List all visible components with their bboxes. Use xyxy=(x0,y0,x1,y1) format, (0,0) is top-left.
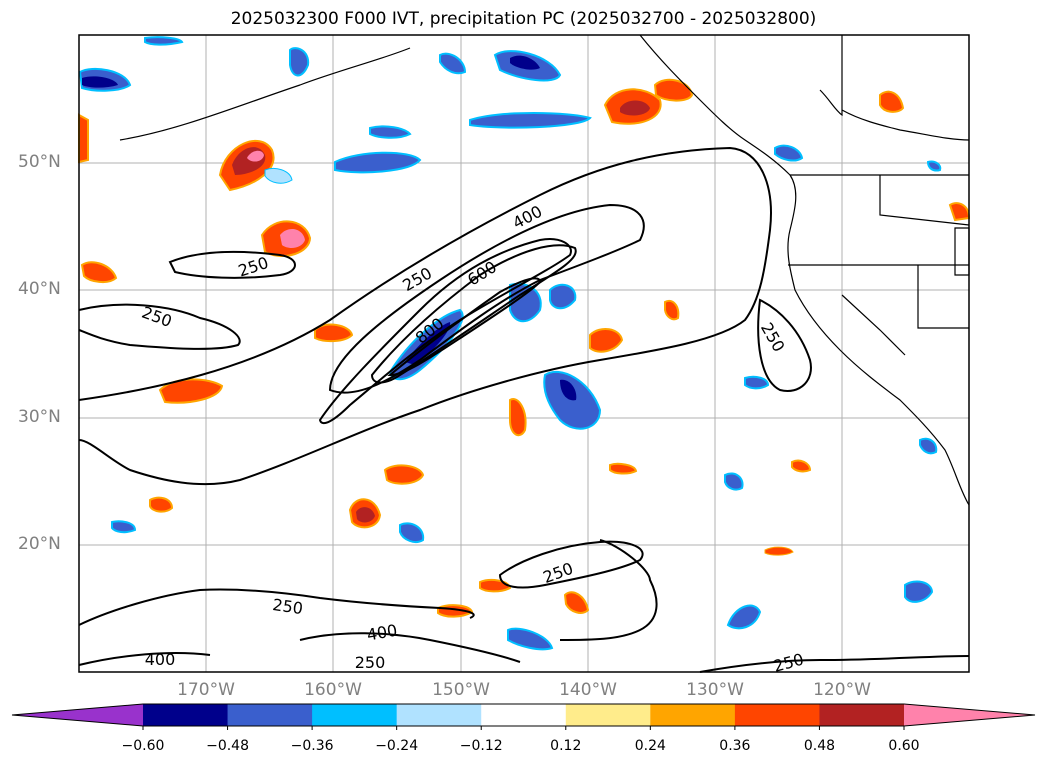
colorbar-tick-label: 0.12 xyxy=(550,738,582,754)
colorbar-tick-label: −0.36 xyxy=(290,738,334,754)
lon-label: 130°W xyxy=(686,680,744,700)
lat-label: 50°N xyxy=(18,152,61,172)
coastlines xyxy=(119,34,970,506)
contour-label: 250 xyxy=(271,595,304,618)
lon-label: 170°W xyxy=(177,680,235,700)
lat-label: 30°N xyxy=(18,407,61,427)
colorbar-tick-label: −0.12 xyxy=(459,738,503,754)
colorbar-outline xyxy=(11,703,1036,727)
map-title: 2025032300 F000 IVT, precipitation PC (2… xyxy=(230,9,817,29)
lat-label: 40°N xyxy=(18,279,61,299)
colorbar-tick-label: 0.24 xyxy=(634,738,666,754)
colorbar-segment xyxy=(396,704,482,726)
colorbar-segment xyxy=(312,704,398,726)
colorbar-segment xyxy=(227,704,313,726)
colorbar-segment xyxy=(650,704,736,726)
colorbar-tick-label: 0.48 xyxy=(803,738,836,754)
contour-label: 250 xyxy=(355,653,386,672)
colorbar-extend-low xyxy=(12,704,143,726)
colorbar-tick-label: 0.36 xyxy=(719,738,751,754)
colorbar-extend-high xyxy=(904,704,1035,726)
lat-label: 20°N xyxy=(18,534,61,554)
map-frame xyxy=(78,34,970,673)
lon-label: 160°W xyxy=(304,680,362,700)
colorbar-segment xyxy=(819,704,905,726)
map-background xyxy=(79,35,969,672)
lon-label: 120°W xyxy=(813,680,871,700)
colorbar-segment xyxy=(143,704,229,726)
colorbar-tick-label: 0.60 xyxy=(888,738,920,754)
colorbar-segments xyxy=(12,704,1035,726)
colorbar-tick-label: −0.48 xyxy=(206,738,249,754)
contour-label: 400 xyxy=(145,650,176,669)
lon-label: 150°W xyxy=(432,680,490,700)
colorbar-tickmarks xyxy=(142,726,905,730)
precip-negative-anomalies xyxy=(78,36,942,651)
colorbar-segment xyxy=(481,704,567,726)
colorbar-segment xyxy=(734,704,820,726)
colorbar-tick-label: −0.60 xyxy=(121,738,165,754)
lon-label: 140°W xyxy=(559,680,617,700)
ivt-contours xyxy=(78,146,970,673)
map-plot: 250 250 250 400 600 800 250 250 250 400 … xyxy=(78,34,971,676)
precip-positive-anomalies xyxy=(78,78,971,618)
colorbar-segment xyxy=(565,704,651,726)
colorbar-tick-label: −0.24 xyxy=(375,738,419,754)
